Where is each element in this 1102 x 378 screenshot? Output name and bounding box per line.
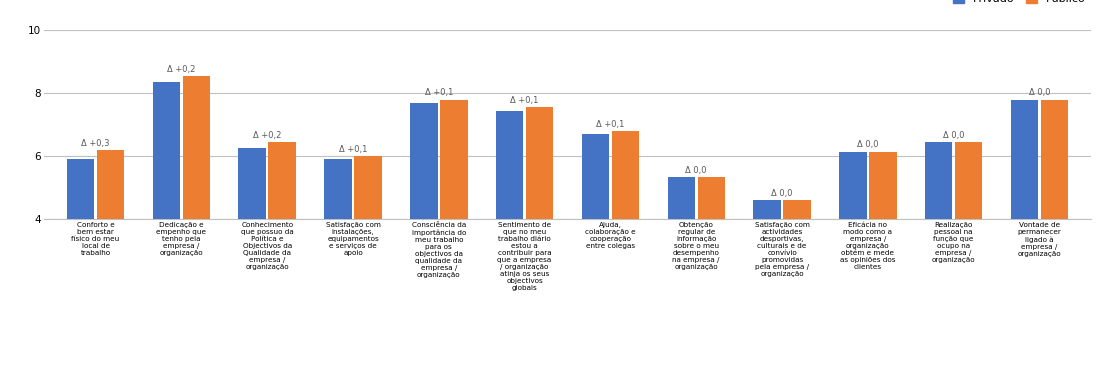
Bar (612, 131, 639, 345)
Bar (97, 150, 125, 345)
Bar (754, 200, 781, 345)
Bar (440, 99, 467, 345)
Text: Δ 0,0: Δ 0,0 (1029, 88, 1050, 98)
Text: Δ +0,2: Δ +0,2 (168, 65, 195, 74)
Bar (238, 149, 266, 345)
Text: Δ 0,0: Δ 0,0 (771, 189, 792, 198)
Bar (354, 156, 381, 345)
Bar (925, 142, 952, 345)
Bar (582, 134, 609, 345)
Bar (526, 107, 553, 345)
Bar (410, 103, 437, 345)
Bar (869, 152, 897, 345)
Text: Δ +0,2: Δ +0,2 (253, 131, 281, 140)
Bar (784, 200, 811, 345)
Text: Δ +0,1: Δ +0,1 (424, 88, 453, 98)
Bar (955, 142, 982, 345)
Bar (67, 160, 95, 345)
Text: Δ +0,1: Δ +0,1 (338, 145, 367, 154)
Bar (496, 110, 523, 345)
Bar (324, 160, 352, 345)
Bar (839, 152, 866, 345)
Bar (1011, 99, 1038, 345)
Text: Δ +0,1: Δ +0,1 (510, 96, 539, 105)
Bar (1040, 99, 1068, 345)
Text: Δ +0,1: Δ +0,1 (596, 120, 625, 129)
Text: Δ 0,0: Δ 0,0 (857, 140, 878, 149)
Text: Δ +0,3: Δ +0,3 (82, 139, 110, 148)
Text: Δ 0,0: Δ 0,0 (943, 131, 964, 140)
Bar (153, 82, 180, 345)
Legend: Privado, Público: Privado, Público (953, 0, 1085, 4)
Bar (698, 177, 725, 345)
Bar (668, 177, 695, 345)
Bar (269, 142, 296, 345)
Text: Δ 0,0: Δ 0,0 (685, 166, 707, 175)
Bar (183, 76, 210, 345)
